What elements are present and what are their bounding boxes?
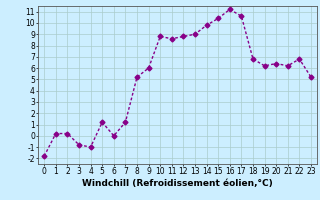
X-axis label: Windchill (Refroidissement éolien,°C): Windchill (Refroidissement éolien,°C) [82,179,273,188]
